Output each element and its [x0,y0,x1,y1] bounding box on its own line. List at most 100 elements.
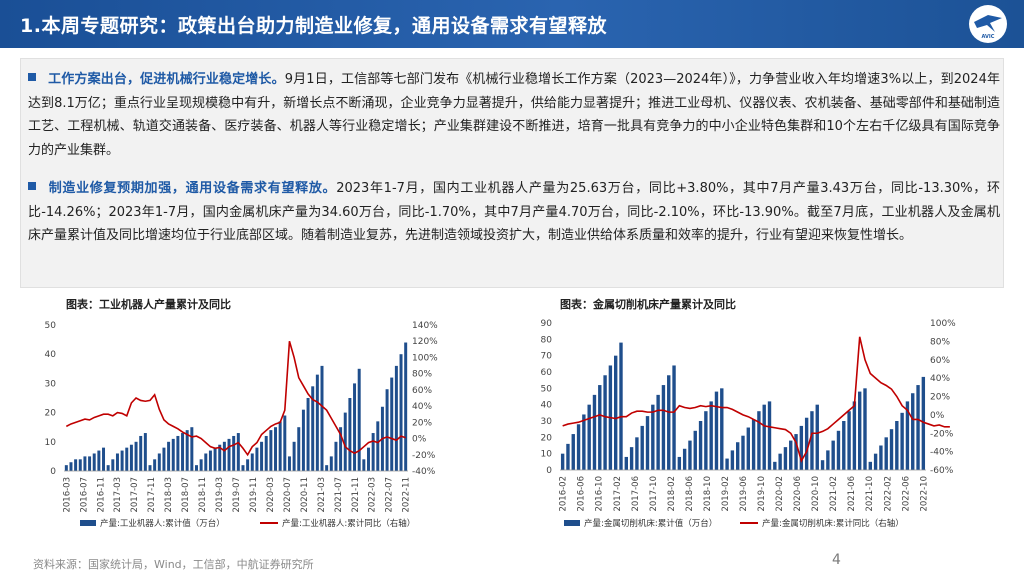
bar [624,456,628,470]
bar [74,459,78,471]
bar [820,460,825,470]
legend-label: 产量:工业机器人:累计值（万台） [100,518,225,529]
bar [741,435,745,470]
bar [842,421,846,470]
x-tick-label: 2018-02 [667,476,677,512]
x-tick-label: 2022-07 [385,477,395,513]
logo-text: AVIC [982,34,995,40]
bar [688,440,692,470]
point-1-highlight: 工作方案出台，促进机械行业稳定增长。 [48,72,285,87]
bullet-square-icon [28,73,36,81]
left-tick-label: 90 [541,319,553,329]
bar [815,404,819,470]
bar [672,365,676,470]
bar [334,441,338,471]
avic-logo-icon: AVIC [969,5,1007,43]
summary-point-2: 制造业修复预期加强，通用设备需求有望释放。2023年1-7月，国内工业机器人产量… [28,177,1000,248]
chart-1-title: 图表：工业机器人产量累计及同比 [66,298,231,311]
left-tick-label: 30 [541,417,553,427]
x-tick-label: 2016-11 [96,477,106,513]
bar [162,447,166,471]
bar [78,459,82,471]
left-tick-label: 20 [541,433,553,443]
x-tick-label: 2021-06 [847,476,857,512]
left-tick-label: 40 [541,401,553,411]
bar [97,450,101,471]
bar [190,427,194,471]
bar [667,375,671,470]
bar [693,430,697,470]
bar [153,459,157,471]
left-tick-label: 0 [546,466,552,476]
x-tick-label: 2019-11 [249,477,259,513]
bar [353,383,357,471]
bar [195,465,198,471]
bar [560,453,565,470]
bar [614,355,618,470]
bar [916,385,920,470]
x-tick-label: 2020-02 [775,476,785,512]
bar [260,441,264,471]
left-tick-label: 80 [541,335,553,345]
summary-point-1: 工作方案出台，促进机械行业稳定增长。9月1日，工信部等七部门发布《机械行业稳增长… [28,68,1000,162]
bar [873,453,878,470]
bar [181,433,185,471]
bar [339,427,343,471]
x-tick-label: 2019-03 [215,477,225,513]
bar [698,421,703,470]
bar [640,425,644,470]
bar [651,404,655,470]
legend-bar-swatch [564,520,580,526]
bar [778,453,782,470]
x-tick-label: 2022-10 [919,476,929,512]
bar [343,412,347,471]
bar [311,386,315,471]
bar [895,421,899,470]
right-tick-label: -20% [412,451,436,461]
bar [804,417,809,470]
bar [645,416,650,470]
right-tick-label: 40% [412,402,432,412]
left-tick-label: 70 [541,352,553,362]
bar [587,404,591,470]
bar [325,465,329,471]
bar [213,447,217,471]
bar [120,450,124,471]
legend-label: 产量:金属切削机床:累计同比（右轴） [762,518,904,529]
bar [385,389,389,471]
machine-tool-production-chart: 0 10 20 30 40 50 60 70 80 90 -60% -40% -20% 0% 20% 40% 6… [541,319,957,529]
point-2-highlight: 制造业修复预期加强，通用设备需求有望释放。 [48,181,337,196]
legend-label: 产量:金属切削机床:累计值（万台） [584,518,717,529]
x-tick-label: 2016-10 [595,476,605,512]
x-tick-label: 2017-02 [613,476,623,512]
bar [157,453,161,471]
x-tick-label: 2020-10 [811,476,821,512]
bar [297,427,301,471]
x-tick-label: 2016-06 [577,476,587,512]
bar [619,342,623,470]
bar [185,430,189,471]
bar [315,374,319,471]
bar [677,456,682,470]
bar [911,393,915,470]
point-2-text: 2023年1-7月，国内工业机器人产量为25.63万台，同比+3.80%，其中7… [28,181,1000,243]
left-tick-label: 50 [541,384,553,394]
bar [306,398,310,471]
bar [868,461,872,470]
x-tick-label: 2020-07 [283,477,293,513]
bar [566,443,570,470]
bar [762,404,766,470]
bar [148,465,152,471]
bar [125,447,129,471]
bar [394,365,398,471]
bar [884,437,888,470]
right-tick-label: -40% [412,467,436,477]
bar [92,453,96,471]
bar [301,409,305,471]
x-tick-label: 2021-02 [829,476,839,512]
summary-box [20,58,1004,288]
chart-2-title: 图表：金属切削机床产量累计及同比 [560,298,736,311]
x-tick-label: 2020-03 [266,477,276,513]
bar [367,447,370,471]
bar [576,424,581,470]
